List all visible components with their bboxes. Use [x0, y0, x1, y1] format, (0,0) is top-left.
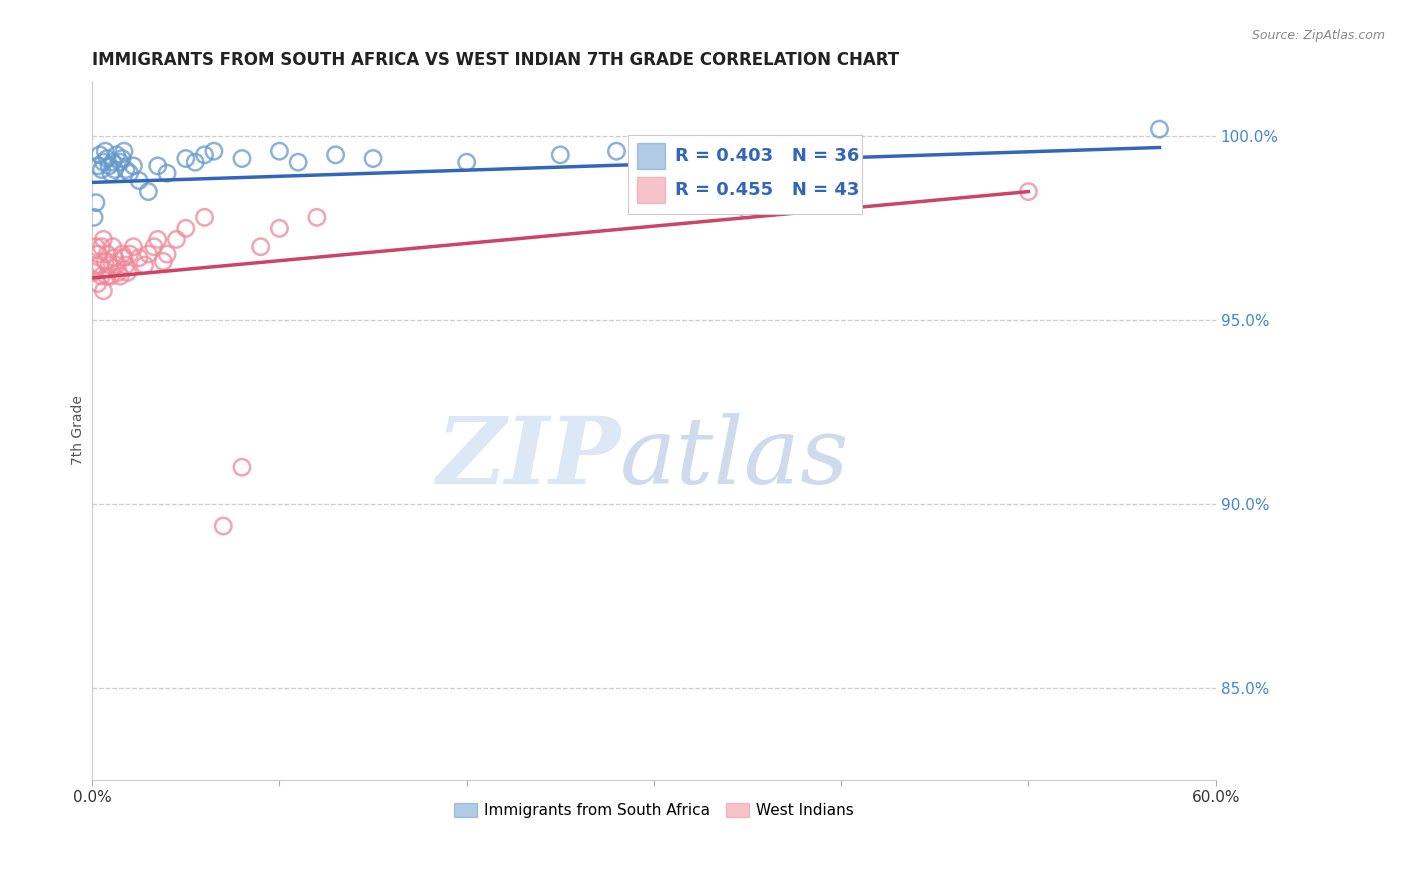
- Point: [89, 148, 111, 162]
- Point: [96, 152, 118, 166]
- Point: [98, 258, 121, 272]
- Point: [110, 155, 132, 169]
- Point: [605, 144, 627, 158]
- Point: [269, 221, 291, 235]
- Point: [93, 232, 115, 246]
- Point: [87, 277, 110, 291]
- Point: [90, 240, 112, 254]
- Point: [101, 240, 124, 254]
- Point: [104, 251, 127, 265]
- Point: [1017, 185, 1039, 199]
- Point: [156, 166, 179, 180]
- Point: [212, 519, 235, 533]
- Point: [325, 148, 347, 162]
- Point: [1149, 122, 1171, 136]
- Point: [193, 211, 215, 225]
- Point: [98, 159, 121, 173]
- Point: [231, 460, 253, 475]
- Point: [111, 247, 134, 261]
- Point: [89, 258, 111, 272]
- Point: [287, 155, 309, 169]
- Point: [84, 195, 107, 210]
- Point: [146, 232, 169, 246]
- Point: [138, 185, 160, 199]
- Point: [202, 144, 225, 158]
- Point: [231, 152, 253, 166]
- Point: [100, 269, 122, 284]
- Point: [122, 159, 145, 173]
- Point: [117, 265, 139, 279]
- Point: [456, 155, 478, 169]
- Text: IMMIGRANTS FROM SOUTH AFRICA VS WEST INDIAN 7TH GRADE CORRELATION CHART: IMMIGRANTS FROM SOUTH AFRICA VS WEST IND…: [93, 51, 900, 69]
- Point: [83, 211, 105, 225]
- Point: [550, 148, 572, 162]
- Point: [111, 152, 134, 166]
- Point: [112, 144, 135, 158]
- Point: [112, 251, 135, 265]
- Bar: [637, 144, 665, 169]
- Point: [93, 155, 115, 169]
- Point: [83, 265, 105, 279]
- Point: [100, 166, 122, 180]
- Point: [84, 258, 107, 272]
- Point: [90, 269, 112, 284]
- Point: [122, 240, 145, 254]
- Point: [90, 162, 112, 177]
- Y-axis label: 7th Grade: 7th Grade: [72, 395, 86, 466]
- Point: [134, 258, 156, 272]
- Text: atlas: atlas: [620, 413, 849, 503]
- Point: [94, 144, 117, 158]
- Point: [101, 155, 124, 169]
- Point: [174, 221, 197, 235]
- Text: R = 0.455   N = 43: R = 0.455 N = 43: [675, 181, 859, 199]
- Point: [184, 155, 207, 169]
- Point: [174, 152, 197, 166]
- Point: [361, 152, 384, 166]
- Point: [105, 148, 128, 162]
- Point: [138, 247, 160, 261]
- Point: [737, 202, 759, 217]
- Text: Source: ZipAtlas.com: Source: ZipAtlas.com: [1251, 29, 1385, 42]
- Bar: [637, 178, 665, 203]
- Point: [128, 251, 150, 265]
- Point: [269, 144, 291, 158]
- Point: [165, 232, 187, 246]
- Point: [94, 254, 117, 268]
- Point: [105, 258, 128, 272]
- Point: [156, 247, 179, 261]
- Legend: Immigrants from South Africa, West Indians: Immigrants from South Africa, West India…: [447, 797, 860, 824]
- Point: [110, 269, 132, 284]
- Point: [96, 269, 118, 284]
- Point: [96, 247, 118, 261]
- Point: [115, 162, 138, 177]
- Point: [115, 258, 138, 272]
- Point: [87, 247, 110, 261]
- Point: [152, 254, 174, 268]
- Point: [93, 284, 115, 298]
- Point: [84, 240, 107, 254]
- Text: ZIP: ZIP: [436, 413, 620, 503]
- Point: [104, 162, 127, 177]
- Point: [107, 265, 129, 279]
- Text: R = 0.403   N = 36: R = 0.403 N = 36: [675, 147, 859, 165]
- Point: [249, 240, 271, 254]
- Point: [146, 159, 169, 173]
- Point: [143, 240, 166, 254]
- Point: [128, 173, 150, 187]
- Point: [118, 166, 141, 180]
- Point: [305, 211, 328, 225]
- Point: [193, 148, 215, 162]
- Point: [87, 159, 110, 173]
- Point: [118, 247, 141, 261]
